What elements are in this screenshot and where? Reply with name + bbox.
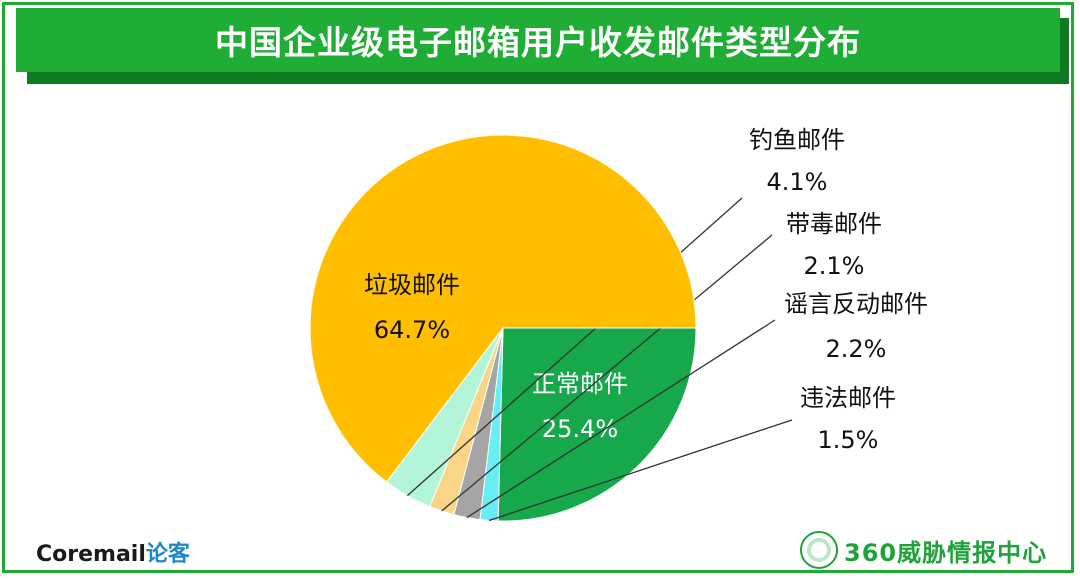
title-banner: 中国企业级电子邮箱用户收发邮件类型分布 [16, 8, 1060, 72]
coremail-accent-text: 论客 [145, 542, 190, 567]
leader-line-rumor [466, 319, 776, 519]
value-label-illegal: 1.5% [818, 426, 879, 454]
chart-frame [2, 2, 1074, 573]
category-label-phishing: 钓鱼邮件 [749, 126, 845, 154]
value-label-phishing: 4.1% [767, 168, 828, 196]
value-label-rumor: 2.2% [826, 335, 887, 363]
globe-laurel-icon [800, 531, 838, 569]
value-label-virus: 2.1% [804, 252, 865, 280]
slice-spam [309, 134, 697, 483]
leader-line-illegal [488, 419, 793, 522]
chart-title: 中国企业级电子邮箱用户收发邮件类型分布 [215, 23, 861, 62]
coremail-brand-text: Coremail [36, 542, 146, 567]
coremail-logo: Coremail论客 [36, 536, 190, 568]
category-label-spam: 垃圾邮件 [364, 271, 460, 299]
category-label-illegal: 违法邮件 [800, 384, 896, 412]
category-label-normal: 正常邮件 [532, 370, 628, 398]
leader-line-phishing [406, 197, 743, 497]
leader-line-virus [441, 234, 773, 512]
value-label-spam: 64.7% [374, 316, 450, 344]
slice-normal [497, 327, 697, 522]
category-label-virus: 带毒邮件 [786, 210, 882, 238]
category-label-rumor: 谣言反动邮件 [784, 290, 928, 318]
value-label-normal: 25.4% [542, 415, 618, 443]
threat-center-logo: 360威胁情报中心 [800, 530, 1047, 570]
threat-center-brand-text: 360威胁情报中心 [844, 538, 1048, 567]
